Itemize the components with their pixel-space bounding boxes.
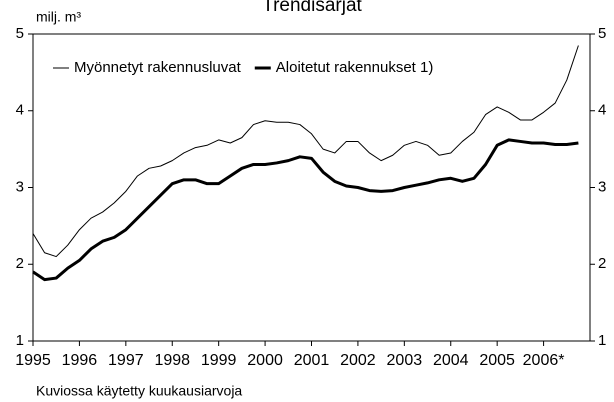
plot-frame	[32, 33, 591, 342]
y2-tick-label: 3	[598, 178, 606, 195]
x-tick-label: 2002	[340, 352, 376, 369]
x-tick-label: 1999	[201, 352, 237, 369]
y-tick-label: 2	[16, 255, 24, 272]
y-tick-label: 4	[16, 102, 24, 119]
y2-tick-label: 1	[598, 332, 606, 349]
x-tick-label: 2005	[479, 352, 515, 369]
x-tick-label: 2003	[387, 352, 423, 369]
x-tick-label: 1996	[62, 352, 98, 369]
y-tick-label: 5	[16, 25, 24, 42]
y2-tick-label: 4	[598, 102, 606, 119]
data-line	[32, 45, 579, 258]
y2-tick-label: 2	[598, 255, 606, 272]
x-tick-label: 1998	[154, 352, 190, 369]
x-tick-label: 2004	[433, 352, 469, 369]
x-tick-label: 2000	[247, 352, 283, 369]
x-tick-label: 1997	[108, 352, 144, 369]
legend-label: Aloitetut rakennukset 1)	[276, 59, 434, 76]
x-tick-label: 2001	[294, 352, 330, 369]
chart-title: Trendisarjat	[262, 0, 362, 16]
data-line	[32, 138, 579, 282]
y-axis-label: milj. m³	[36, 9, 81, 25]
footnote: Kuviossa käytetty kuukausiarvoja	[36, 383, 242, 399]
y-tick-label: 1	[16, 332, 24, 349]
y2-tick-label: 5	[598, 25, 606, 42]
x-tick-label: 1995	[15, 352, 51, 369]
legend-label: Myönnetyt rakennusluvat	[74, 59, 242, 76]
x-tick-label: 2006*	[523, 352, 565, 369]
y-tick-label: 3	[16, 178, 24, 195]
